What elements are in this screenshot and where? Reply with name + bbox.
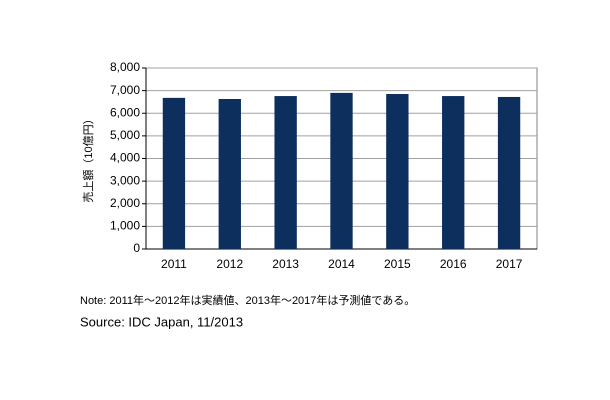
- y-tick-label: 7,000: [110, 83, 140, 97]
- y-tick-label: 1,000: [110, 219, 140, 233]
- bar: [330, 92, 353, 249]
- y-tick-label: 3,000: [110, 173, 140, 187]
- bar: [386, 94, 409, 249]
- y-tick-label: 5,000: [110, 128, 140, 142]
- bar: [218, 98, 241, 249]
- x-tick-label: 2012: [216, 257, 243, 271]
- bar: [274, 96, 297, 250]
- x-tick-label: 2015: [384, 257, 411, 271]
- x-tick-label: 2016: [440, 257, 467, 271]
- y-tick-label: 0: [133, 241, 140, 255]
- y-tick-label: 2,000: [110, 196, 140, 210]
- bar: [162, 97, 186, 250]
- y-tick-label: 6,000: [110, 105, 140, 119]
- x-tick-label: 2011: [161, 257, 187, 271]
- bar: [497, 96, 521, 250]
- y-tick-label: 4,000: [110, 151, 140, 165]
- note: Note: 2011年～2012年は実績値、2013年～2017年は予測値である…: [80, 293, 415, 307]
- y-axis-label: 売上額（10億円）: [82, 113, 95, 202]
- source: Source: IDC Japan, 11/2013: [80, 314, 243, 329]
- x-tick-label: 2013: [272, 257, 299, 271]
- bar: [442, 96, 465, 250]
- y-tick-label: 8,000: [110, 60, 140, 74]
- x-tick-label: 2014: [328, 257, 355, 271]
- x-tick-label: 2017: [496, 257, 523, 271]
